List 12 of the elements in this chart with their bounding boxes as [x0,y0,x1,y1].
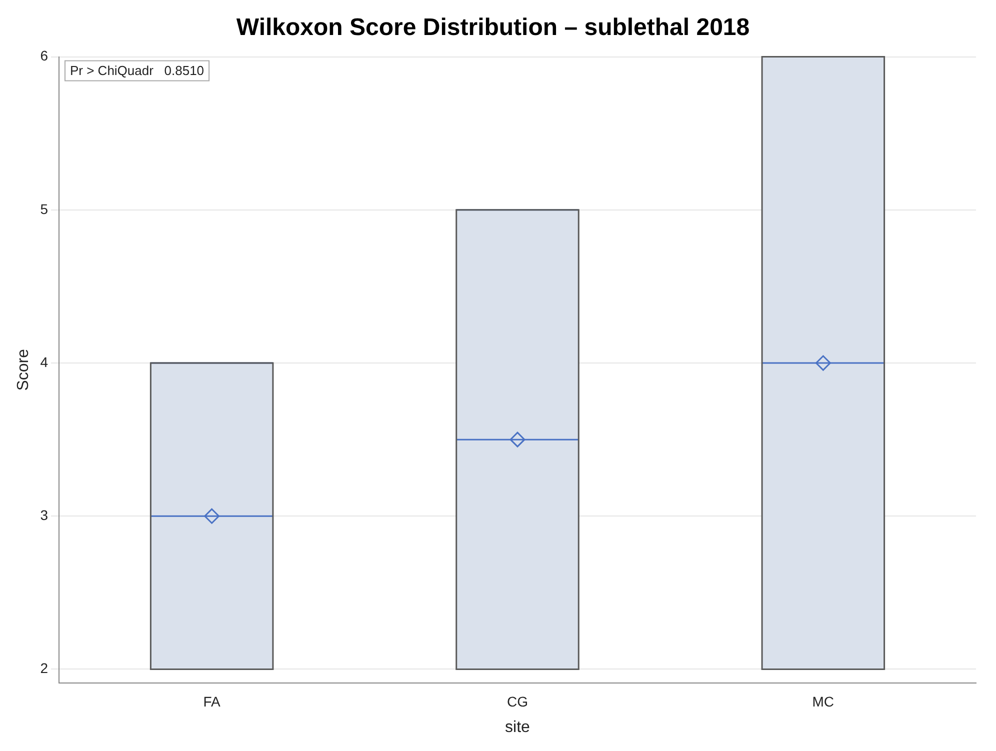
y-tick-label: 5 [40,200,48,217]
y-axis-title: Score [15,348,32,391]
y-tick-label: 2 [40,660,48,676]
x-tick-label: FA [203,693,222,710]
x-tick-label: CG [506,693,528,710]
x-tick-label: MC [812,693,834,710]
y-tick-label: 3 [40,506,48,523]
chart-title: Wilkoxon Score Distribution – sublethal 2018 [236,14,750,42]
annotation: Pr > ChiQuadr 0.8510 [70,62,204,78]
x-axis-title: site [505,718,530,736]
y-tick-label: 4 [40,354,48,370]
y-tick-label: 6 [40,48,48,64]
